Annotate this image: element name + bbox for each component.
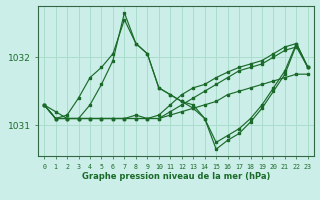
X-axis label: Graphe pression niveau de la mer (hPa): Graphe pression niveau de la mer (hPa) xyxy=(82,172,270,181)
